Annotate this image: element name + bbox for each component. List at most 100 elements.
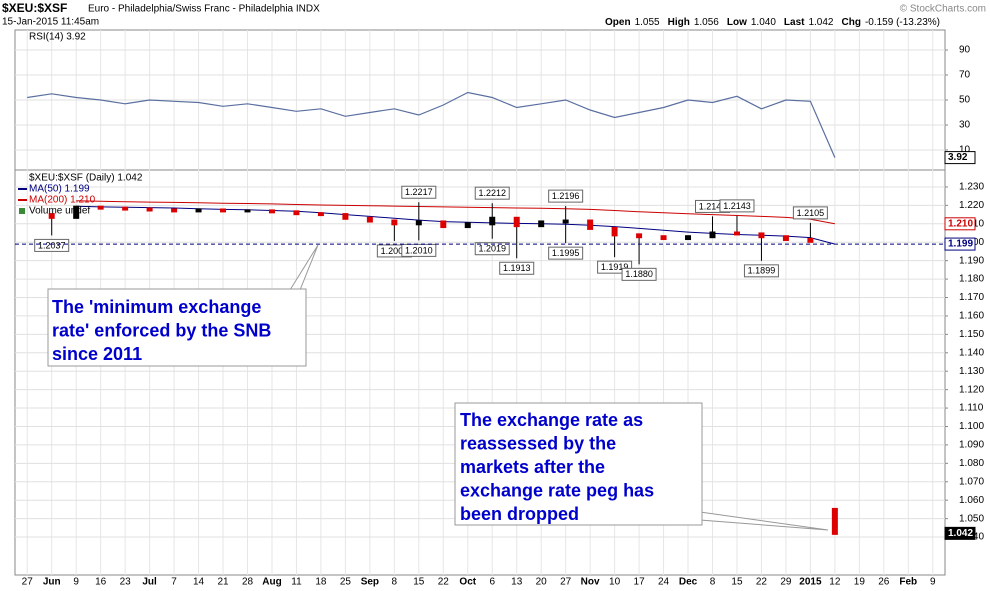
y-tick-label: 1.190 bbox=[959, 255, 984, 266]
candle bbox=[415, 220, 422, 226]
y-tick-label: 1.230 bbox=[959, 182, 984, 193]
candle bbox=[268, 209, 275, 214]
x-tick-label: 27 bbox=[560, 577, 572, 588]
value-label: 1.1919 bbox=[601, 262, 629, 272]
candle bbox=[587, 219, 594, 230]
x-tick-label: 8 bbox=[392, 577, 398, 588]
x-tick-label: 2015 bbox=[799, 577, 822, 588]
quote-label: Last bbox=[784, 17, 805, 28]
y-tick-label: 50 bbox=[959, 95, 971, 106]
value-label-box bbox=[719, 199, 755, 213]
value-label-box bbox=[548, 246, 584, 260]
candle bbox=[146, 207, 153, 212]
y-tick-label: 1.090 bbox=[959, 440, 984, 451]
value-label: 1.1880 bbox=[625, 269, 653, 279]
candle bbox=[807, 237, 814, 243]
symbol: $XEU:$XSF bbox=[2, 1, 67, 15]
rsi-line bbox=[27, 91, 836, 158]
x-tick-label: 24 bbox=[658, 577, 670, 588]
last-value-label: 1.210 bbox=[948, 218, 973, 229]
copyright: © StockCharts.com bbox=[900, 4, 986, 15]
value-label: 1.2196 bbox=[552, 191, 580, 201]
candle bbox=[489, 216, 496, 226]
quote-label: Chg bbox=[842, 17, 861, 28]
x-tick-label: 18 bbox=[315, 577, 327, 588]
x-tick-label: 22 bbox=[438, 577, 450, 588]
value-label: 1.1899 bbox=[748, 266, 776, 276]
candle bbox=[220, 208, 227, 213]
x-tick-label: 9 bbox=[73, 577, 79, 588]
value-label-box bbox=[548, 189, 584, 203]
x-tick-label: Jun bbox=[43, 577, 61, 588]
value-label: 1.2037 bbox=[38, 240, 66, 250]
candle bbox=[562, 219, 569, 224]
candle bbox=[293, 210, 300, 216]
candle bbox=[831, 507, 838, 535]
candle bbox=[464, 222, 471, 229]
moving-average bbox=[76, 205, 836, 245]
candle bbox=[48, 213, 55, 219]
value-label-box bbox=[474, 186, 510, 200]
x-tick-label: 15 bbox=[731, 577, 743, 588]
x-tick-label: Dec bbox=[679, 577, 698, 588]
y-tick-label: 30 bbox=[959, 120, 971, 131]
candle bbox=[244, 209, 251, 213]
x-tick-label: 27 bbox=[22, 577, 34, 588]
y-tick-label: 1.160 bbox=[959, 311, 984, 322]
candle bbox=[709, 231, 716, 239]
x-tick-label: 6 bbox=[489, 577, 495, 588]
annotation-line: been dropped bbox=[460, 504, 579, 524]
x-tick-label: 23 bbox=[120, 577, 132, 588]
x-tick-label: 9 bbox=[930, 577, 936, 588]
value-label: 1.1913 bbox=[503, 263, 531, 273]
legend-swatch bbox=[19, 208, 25, 214]
x-tick-label: Aug bbox=[262, 577, 281, 588]
candle bbox=[538, 220, 545, 228]
x-tick-label: 14 bbox=[193, 577, 205, 588]
annotation-line: rate' enforced by the SNB bbox=[52, 321, 271, 341]
annotation-line: reassessed by the bbox=[460, 434, 616, 454]
y-tick-label: 1.130 bbox=[959, 366, 984, 377]
value-label-box bbox=[34, 238, 70, 252]
value-label-box bbox=[743, 264, 779, 278]
x-tick-label: 20 bbox=[536, 577, 548, 588]
annotations: The 'minimum exchange rate' enforced by t… bbox=[47, 244, 829, 531]
y-tick-label: 1.100 bbox=[959, 421, 984, 432]
x-tick-label: 7 bbox=[171, 577, 177, 588]
y-tick-label: 70 bbox=[959, 70, 971, 81]
legend-label: MA(200) 1.210 bbox=[29, 195, 96, 206]
value-label-box bbox=[499, 261, 535, 275]
value-label-box bbox=[792, 206, 828, 220]
legend-label: RSI(14) 3.92 bbox=[29, 32, 86, 43]
candle bbox=[366, 216, 373, 223]
annotation-line: The exchange rate as bbox=[460, 410, 643, 430]
timestamp: 15-Jan-2015 11:45am bbox=[2, 17, 99, 28]
x-tick-label: 29 bbox=[780, 577, 792, 588]
y-tick-label: 1.060 bbox=[959, 495, 984, 506]
x-tick-label: 21 bbox=[217, 577, 229, 588]
y-tick-label: 1.140 bbox=[959, 347, 984, 358]
x-tick-label: Jul bbox=[142, 577, 157, 588]
last-value-label: 3.92 bbox=[948, 152, 968, 163]
annotation-line: since 2011 bbox=[52, 344, 142, 364]
candle bbox=[660, 235, 667, 241]
candle bbox=[122, 206, 129, 211]
quote-value: 1.042 bbox=[808, 17, 833, 28]
quote-value: 1.056 bbox=[694, 17, 719, 28]
quote-label: High bbox=[668, 17, 690, 28]
x-tick-label: 17 bbox=[634, 577, 646, 588]
x-tick-label: 19 bbox=[854, 577, 866, 588]
x-tick-label: Sep bbox=[361, 577, 379, 588]
x-tick-label: 25 bbox=[340, 577, 352, 588]
quote-value: 1.040 bbox=[751, 17, 776, 28]
candle bbox=[317, 212, 324, 217]
value-label: 1.2140 bbox=[699, 201, 727, 211]
annotation-line: The 'minimum exchange bbox=[52, 297, 261, 317]
candle bbox=[513, 216, 520, 228]
x-tick-label: 12 bbox=[829, 577, 841, 588]
legend-label: MA(50) 1.199 bbox=[29, 184, 90, 195]
x-tick-label: 16 bbox=[95, 577, 107, 588]
x-tick-label: Oct bbox=[459, 577, 476, 588]
